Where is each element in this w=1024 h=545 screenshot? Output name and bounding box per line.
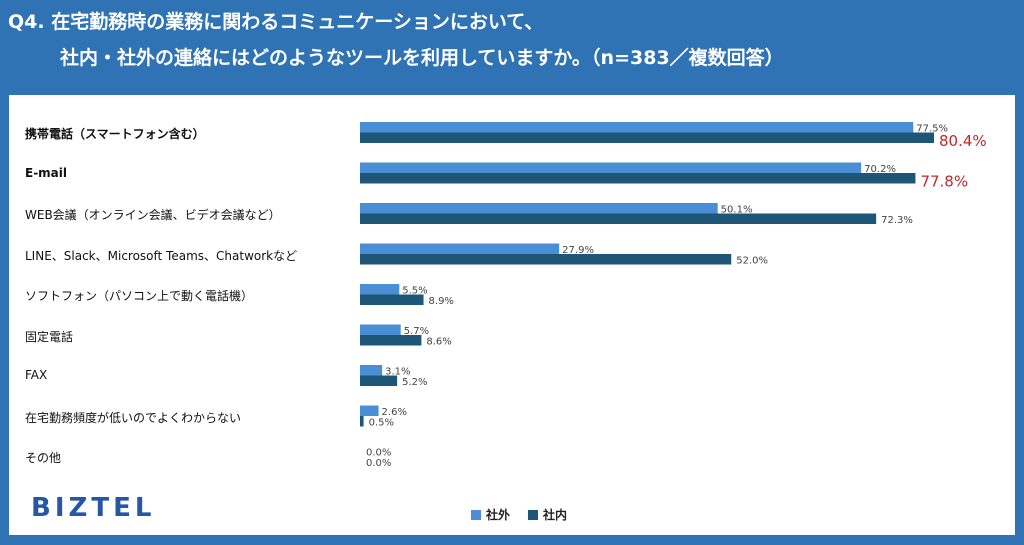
- category-label: WEB会議（オンライン会議、ビデオ会議など）: [25, 208, 281, 222]
- category-label: 携帯電話（スマートフォン含む）: [25, 127, 205, 141]
- legend-swatch-shagai: [471, 509, 481, 520]
- bar-shagai: [360, 243, 560, 254]
- data-label-shanai: 72.3%: [881, 215, 913, 226]
- category-label: 固定電話: [25, 329, 74, 344]
- data-label-shagai: 2.6%: [382, 407, 407, 418]
- data-label-shanai: 5.2%: [402, 377, 427, 388]
- data-label-shanai: 0.5%: [369, 418, 394, 429]
- data-label-shagai: 50.1%: [721, 205, 753, 216]
- data-label-shanai: 8.6%: [426, 337, 451, 348]
- data-label-shanai: 0.0%: [366, 458, 391, 469]
- bar-shanai: [360, 254, 732, 265]
- bar-chart: 77.5%80.4% 70.2% 77.8% 50.1% 72.3% 27.9% 52.0%…: [360, 122, 987, 469]
- bar-shagai: [360, 162, 862, 173]
- category-label: ソフトフォン（パソコン上で動く電話機）: [25, 289, 254, 303]
- bar-shanai: [360, 213, 877, 224]
- data-label-shagai: 0.0%: [366, 448, 391, 459]
- data-label-shanai: 52.0%: [736, 256, 768, 267]
- data-label-shanai: 80.4%: [939, 132, 987, 150]
- legend-item-shanai: 社内: [528, 506, 567, 523]
- legend-swatch-shanai: [528, 509, 539, 520]
- biztel-logo: BIZTEL: [31, 493, 156, 523]
- bar-shagai: [360, 405, 379, 416]
- legend: 社外 社内: [471, 506, 567, 523]
- category-label: その他: [25, 451, 62, 465]
- category-label: E-mail: [25, 165, 68, 180]
- category-label: LINE、Slack、Microsoft Teams、Chatworkなど: [25, 248, 298, 263]
- data-label-shagai: 5.7%: [404, 326, 429, 337]
- chart-panel: 携帯電話（スマートフォン含む） E-mail WEB会議（オンライン会議、ビデオ会議…: [9, 95, 1015, 535]
- chart-title: Q4. 在宅勤務時の業務に関わるコミュニケーションにおいて、 社内・社外の連絡に…: [8, 4, 1018, 76]
- bar-shagai: [360, 203, 718, 214]
- bar-shanai: [360, 416, 364, 427]
- legend-item-shagai: 社外: [471, 506, 510, 523]
- bar-shanai: [360, 375, 398, 386]
- bar-shanai: [360, 132, 934, 143]
- bar-shagai: [360, 324, 401, 335]
- bar-shanai: [360, 335, 422, 346]
- legend-label-shanai: 社内: [543, 508, 568, 522]
- data-label-shagai: 70.2%: [864, 164, 896, 175]
- data-label-shagai: 3.1%: [385, 367, 410, 378]
- data-label-shanai: 8.9%: [429, 296, 454, 307]
- title-line-2: 社内・社外の連絡にはどのようなツールを利用していますか。（n=383／複数回答）: [60, 47, 784, 69]
- bar-shagai: [360, 365, 383, 376]
- category-label: 在宅勤務頻度が低いのでよくわからない: [25, 410, 242, 425]
- data-label-shagai: 5.5%: [402, 286, 427, 297]
- data-label-shagai: 77.5%: [916, 124, 948, 135]
- title-line-1: Q4. 在宅勤務時の業務に関わるコミュニケーションにおいて、: [8, 11, 544, 33]
- bar-shagai: [360, 122, 914, 133]
- legend-label-shagai: 社外: [486, 508, 511, 522]
- category-label: FAX: [25, 368, 48, 382]
- data-label-shagai: 27.9%: [562, 245, 594, 256]
- bar-shanai: [360, 173, 916, 184]
- bar-shanai: [360, 294, 424, 305]
- data-label-shanai: 77.8%: [920, 173, 968, 191]
- bar-shagai: [360, 284, 400, 295]
